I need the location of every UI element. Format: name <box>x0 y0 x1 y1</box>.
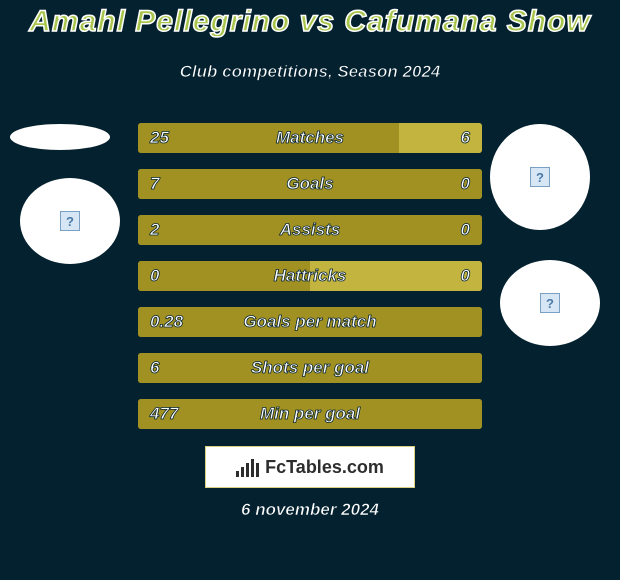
comparison-bars: 25Matches67Goals02Assists00Hattricks00.2… <box>138 123 482 445</box>
image-placeholder-icon: ? <box>540 293 560 313</box>
stat-value-right: 0 <box>461 266 470 286</box>
stat-row: 6Shots per goal <box>138 353 482 383</box>
stat-label: Goals <box>138 174 482 194</box>
stat-row: 25Matches6 <box>138 123 482 153</box>
stat-row: 7Goals0 <box>138 169 482 199</box>
stat-label: Shots per goal <box>138 358 482 378</box>
stat-label: Matches <box>138 128 482 148</box>
stat-row: 477Min per goal <box>138 399 482 429</box>
footer-date: 6 november 2024 <box>0 500 620 520</box>
stat-label: Assists <box>138 220 482 240</box>
player-left-club-badge <box>10 124 110 150</box>
stat-label: Hattricks <box>138 266 482 286</box>
stat-row: 2Assists0 <box>138 215 482 245</box>
page-title: Amahl Pellegrino vs Cafumana Show <box>0 5 620 39</box>
image-placeholder-icon: ? <box>530 167 550 187</box>
player-left-photo: ? <box>20 178 120 264</box>
stat-label: Goals per match <box>138 312 482 332</box>
logo-bars-icon <box>236 457 259 477</box>
player-right-club-badge: ? <box>490 124 590 230</box>
subtitle: Club competitions, Season 2024 <box>0 62 620 82</box>
stat-value-right: 0 <box>461 174 470 194</box>
stat-value-right: 6 <box>461 128 470 148</box>
image-placeholder-icon: ? <box>60 211 80 231</box>
source-logo: FcTables.com <box>205 446 415 488</box>
logo-text: FcTables.com <box>265 457 384 478</box>
stat-label: Min per goal <box>138 404 482 424</box>
stat-value-right: 0 <box>461 220 470 240</box>
stat-row: 0Hattricks0 <box>138 261 482 291</box>
stat-row: 0.28Goals per match <box>138 307 482 337</box>
player-right-photo: ? <box>500 260 600 346</box>
